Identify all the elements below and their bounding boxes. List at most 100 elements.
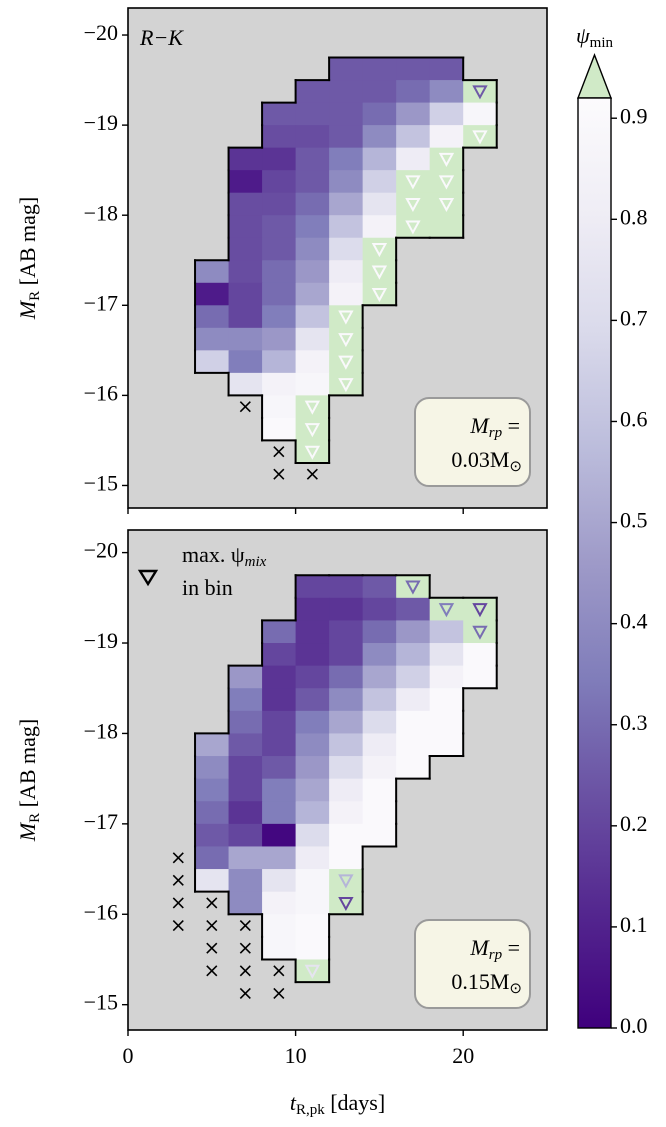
legend-text-part: mix: [245, 554, 267, 570]
legend-text: max. ψmix: [182, 542, 267, 570]
heatmap-cell: [295, 710, 330, 734]
x-axis-label: tR,pk [days]: [290, 1090, 385, 1118]
heatmap-cell: [195, 327, 230, 351]
plot-frame: [127, 529, 548, 1031]
colorbar-label-part: min: [590, 35, 614, 51]
heatmap-cell: [429, 733, 464, 757]
heatmap-cell: [329, 823, 364, 847]
heatmap-cell: [295, 778, 330, 802]
heatmap-cell: [295, 440, 330, 464]
heatmap-cell: [396, 170, 431, 194]
limit-marker: [338, 378, 354, 393]
heatmap-cell: [295, 350, 330, 374]
heatmap-cell: [262, 260, 297, 284]
heatmap-cell: [295, 597, 330, 621]
heatmap-cell: [295, 914, 330, 938]
heatmap-cell: [429, 665, 464, 689]
limit-marker: [304, 964, 321, 979]
heatmap-cell: [295, 237, 330, 261]
colorbar-tick-label: 0.9: [620, 103, 648, 128]
cross-marker: [273, 965, 285, 977]
heatmap-cell: [362, 778, 397, 802]
heatmap-cell: [228, 260, 263, 284]
heatmap-cell: [396, 665, 431, 689]
colorbar-extension: [576, 53, 613, 99]
heatmap-cell: [329, 778, 364, 802]
y-tick-label: −16: [84, 899, 118, 924]
heatmap-cell: [362, 282, 397, 306]
heatmap-cell: [362, 57, 397, 81]
heatmap-cell: [429, 102, 464, 126]
cross-marker: [206, 920, 218, 932]
cross-marker: [239, 965, 251, 977]
heatmap-cell: [362, 710, 397, 734]
cross-marker: [239, 401, 251, 413]
heatmap-cell: [396, 215, 431, 239]
heatmap-cell: [295, 417, 330, 441]
heatmap-cell: [295, 372, 330, 396]
heatmap-cell: [228, 756, 263, 780]
heatmap-cell: [429, 597, 464, 621]
heatmap-cell: [396, 688, 431, 712]
heatmap-cell: [262, 620, 297, 644]
heatmap-cell: [396, 710, 431, 734]
limit-marker: [438, 197, 455, 213]
colorbar-label-part: ψ: [576, 23, 590, 48]
limit-marker: [304, 400, 321, 415]
limit-marker: [472, 130, 488, 145]
x-tick-label: 10: [285, 1043, 307, 1068]
legend-text-part: max. ψ: [182, 542, 245, 567]
limit-marker: [472, 85, 488, 100]
heatmap-cell: [262, 914, 297, 938]
heatmap-cell: [228, 823, 263, 847]
heatmap-cell: [396, 57, 431, 81]
heatmap-cell: [262, 688, 297, 712]
cross-marker: [273, 468, 285, 480]
y-axis-label-part: M: [15, 821, 40, 842]
heatmap-cell: [295, 125, 330, 149]
heatmap-cell: [295, 620, 330, 644]
heatmap-cell: [329, 756, 364, 780]
heatmap-cell: [262, 327, 297, 351]
box-text: 0.15M⊙: [451, 969, 522, 997]
heatmap-cell: [362, 620, 397, 644]
limit-marker: [371, 265, 388, 280]
colorbar-tick-label: 0.1: [620, 912, 648, 937]
heatmap-cell: [362, 192, 397, 216]
heatmap-cell: [362, 597, 397, 621]
y-tick-label: −20: [84, 20, 118, 45]
heatmap-cell: [429, 147, 464, 171]
cross-marker: [306, 468, 318, 480]
heatmap-cell: [262, 102, 297, 126]
heatmap-cell: [195, 778, 230, 802]
heatmap-cell: [463, 620, 498, 644]
heatmap-cell: [228, 305, 263, 329]
heatmap-cell: [262, 891, 297, 915]
heatmap-cell: [262, 350, 297, 374]
heatmap-cell: [329, 575, 364, 599]
heatmap-cell: [429, 215, 464, 239]
heatmap-cell: [228, 327, 263, 351]
heatmap-cell: [228, 891, 263, 915]
heatmap-cell: [329, 643, 364, 667]
heatmap-cell: [362, 102, 397, 126]
heatmap-cell: [396, 147, 431, 171]
heatmap-cell: [396, 733, 431, 757]
box-text-part: ⊙: [509, 459, 522, 475]
heatmap-cell: [295, 643, 330, 667]
y-tick-label: −19: [84, 110, 118, 135]
heatmap-cell: [295, 891, 330, 915]
limit-marker: [438, 175, 455, 190]
heatmap-cell: [362, 665, 397, 689]
legend-marker: [137, 569, 159, 587]
heatmap-cell: [463, 597, 498, 621]
heatmap-cell: [295, 801, 330, 825]
heatmap-cell: [295, 823, 330, 847]
heatmap-cell: [329, 891, 364, 915]
heatmap-cell: [463, 102, 498, 126]
heatmap-cell: [195, 756, 230, 780]
heatmap-cell: [262, 192, 297, 216]
heatmap-cell: [463, 80, 498, 104]
limit-marker: [371, 242, 388, 258]
heatmap-cell: [262, 147, 297, 171]
